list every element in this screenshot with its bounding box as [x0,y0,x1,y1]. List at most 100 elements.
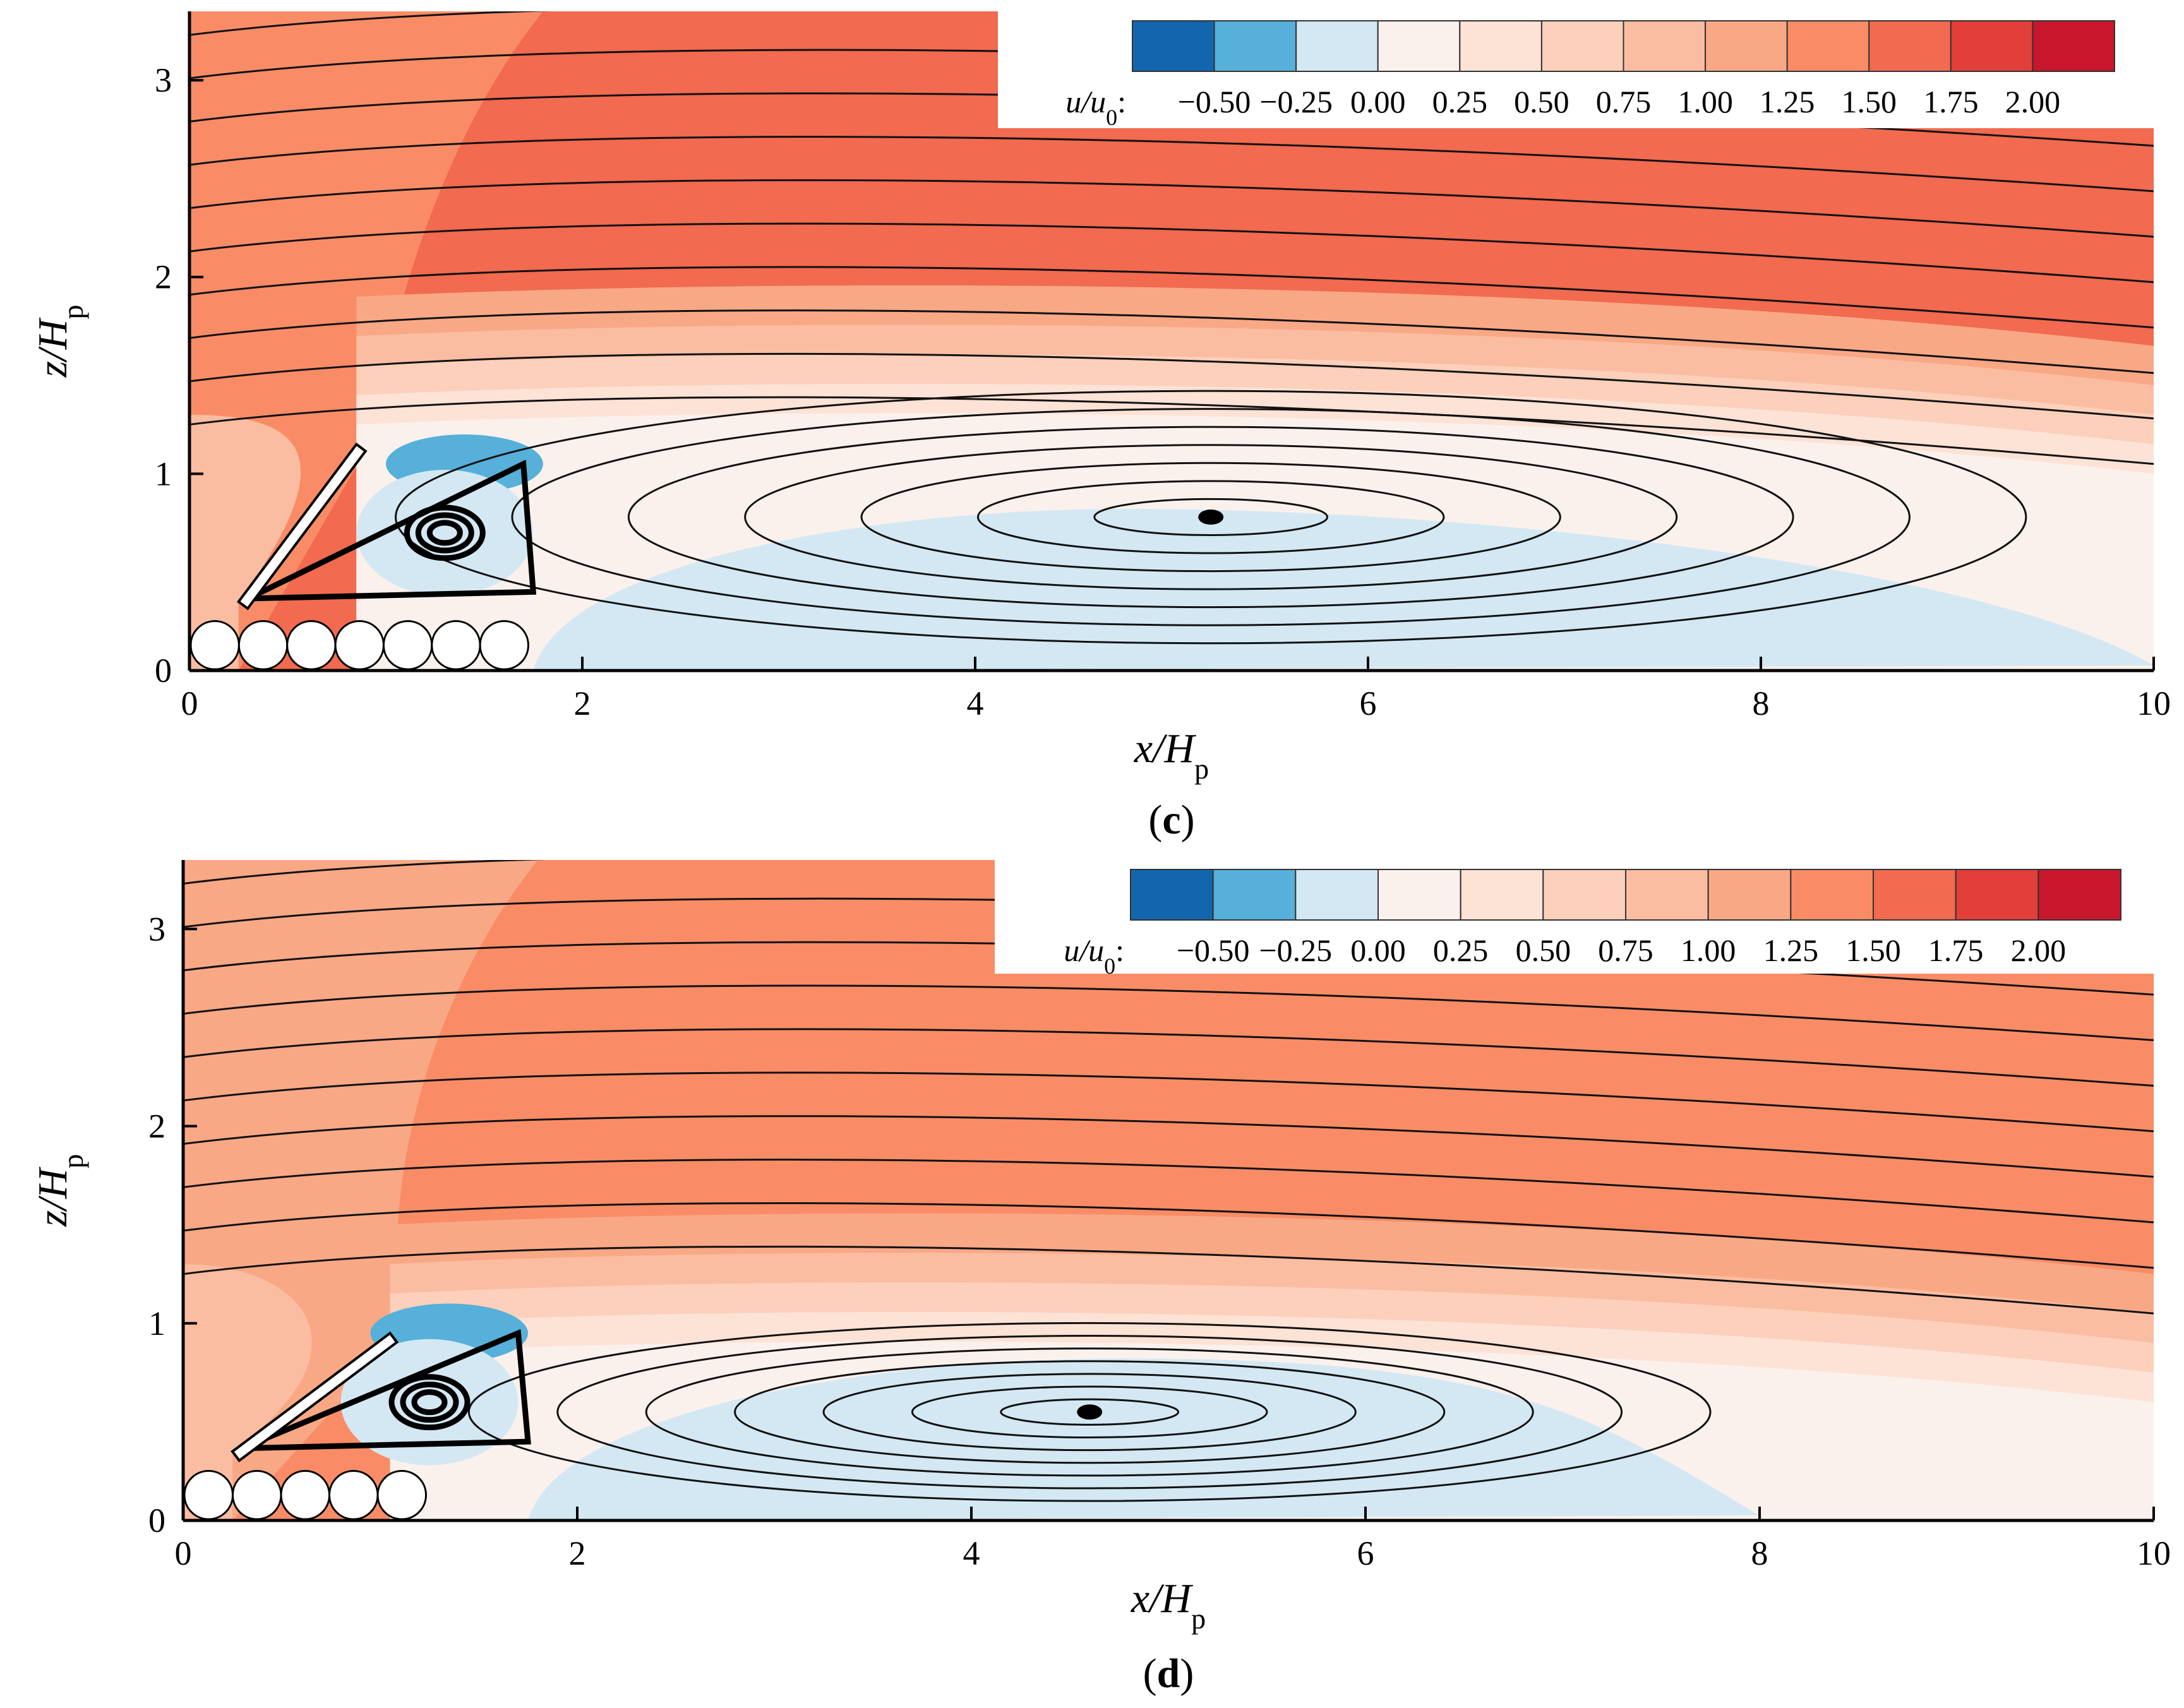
streamlines [183,860,2154,1502]
colorbar-swatch [1130,869,1214,921]
x-tick-label: 8 [1753,684,1770,722]
colorbar-swatch [1873,869,1957,921]
streamline [189,396,2154,465]
colorbar-tick-label: −0.25 [1259,933,1332,968]
colorbar-tick-label: 0.75 [1596,84,1652,119]
streamline [744,444,1678,590]
colorbar-tick-label: −0.50 [1178,84,1251,119]
streamline [467,1322,1712,1502]
streamline [645,1347,1534,1477]
colorbar-swatch [1707,869,1792,921]
colorbar-tick-label: 0.25 [1433,933,1489,968]
colorbar-tick-label: 0.75 [1598,933,1653,968]
vortex-core [411,1389,448,1416]
x-tick-label: 4 [967,684,984,722]
colorbar-tick-label: 0.00 [1350,933,1406,968]
y-tick-label: 3 [148,910,165,948]
vortex-core [246,459,537,602]
colorbar-swatch [1790,869,1874,921]
streamline [183,1028,2154,1087]
axes: 0 2 4 6 8 10 0 1 2 3 [155,11,2171,722]
colorbar-swatch [1955,869,2039,921]
streamline [189,179,2154,238]
colorbar-label: u/u0: [1064,933,1124,979]
streamline [860,462,1561,573]
x-tick-label: 10 [2137,1534,2171,1572]
roughness-cylinder [183,1470,234,1520]
colorbar-tick-label: 0.25 [1432,84,1488,119]
y-axis-label: z/Hp [30,1154,89,1227]
streamline [511,408,1911,626]
streamline [734,1360,1446,1464]
colorbar-tick-label: 2.00 [2011,933,2067,968]
colorbar-swatch [2037,869,2121,921]
x-tick-label: 10 [2137,684,2171,722]
colorbar-swatch [1377,869,1461,921]
streamline [183,1245,2154,1315]
panel-d: 0 2 4 6 8 10 0 1 2 3 x/Hp z/Hp u/u0: −0.50 −0.25 0.00 0.… [30,860,2171,1697]
y-tick-label: 2 [155,258,172,296]
inclined-plate [231,1331,399,1462]
colorbar-swatch [1705,20,1788,72]
streamline [976,480,1445,554]
y-tick-label: 1 [155,455,172,493]
roughness-cylinder [286,620,337,671]
contour-band [340,1339,519,1466]
colorbar-tick-label: −0.50 [1177,933,1250,968]
vortex-core [415,512,474,554]
vortex-core [388,1374,471,1431]
colorbar-swatch [1625,869,1709,921]
x-tick-label: 0 [181,684,198,722]
roughness-cylinder [189,620,240,671]
x-tick-label: 8 [1751,1534,1768,1572]
x-tick-label: 0 [175,1534,192,1572]
streamline [189,266,2154,329]
colorbar-swatch [1295,20,1379,72]
roughness-cylinder [382,620,433,671]
x-axis-label: x/Hp [1134,726,1209,785]
x-tick-label: 6 [1357,1534,1374,1572]
panel-c: 0 2 4 6 8 10 0 1 2 3 x/Hp z/Hp u/u0: −0.50 −0.25 0.00 0.… [30,11,2171,843]
y-tick-label: 2 [148,1108,165,1145]
colorbar-tick-label: 1.75 [1928,933,1984,968]
x-tick-label: 4 [963,1534,980,1572]
streamline [183,1115,2154,1178]
colorbar-tick-label: 1.75 [1923,84,1979,119]
colorbar-swatch [1542,869,1626,921]
panel-caption: (d) [1143,1651,1194,1697]
colorbar-swatch [1868,20,1952,72]
vortex-core [1198,509,1224,525]
y-tick-label: 3 [155,61,172,99]
axes: 0 2 4 6 8 10 0 1 2 3 [148,860,2171,1572]
colorbar-swatch [1212,869,1297,921]
colorbar-swatch [1295,869,1379,921]
colorbar-tick-label: 0.00 [1350,84,1406,119]
colorbar-tick-label: 1.00 [1681,933,1736,968]
colorbar-swatch [1377,20,1461,72]
vortex-core [404,505,486,561]
streamline [189,136,2154,193]
colorbar-tick-label: 0.50 [1516,933,1571,968]
contour-band [183,1264,312,1520]
roughness-cylinder [280,1470,330,1520]
streamline [556,1334,1623,1490]
streamline [822,1373,1357,1452]
colorbar-swatch [1786,20,1870,72]
vortex-core [400,1382,459,1423]
contour-band [356,470,534,596]
y-tick-label: 1 [148,1305,165,1342]
streamline [627,426,1794,609]
streamline [395,390,2027,645]
roughness-cylinder [479,620,529,671]
y-tick-label: 0 [155,652,172,690]
colorbar-swatch [1540,20,1624,72]
x-tick-label: 2 [569,1534,586,1572]
colorbar-tick-label: 0.50 [1514,84,1569,119]
colorbar-swatch [1459,20,1542,72]
roughness-cylinder [431,620,481,671]
contour-band [533,508,2154,671]
colorbar-swatch [1950,20,2034,72]
colorbar-tick-label: 1.25 [1763,933,1819,968]
streamline [183,984,2154,1041]
roughness-cylinder [328,1470,379,1520]
